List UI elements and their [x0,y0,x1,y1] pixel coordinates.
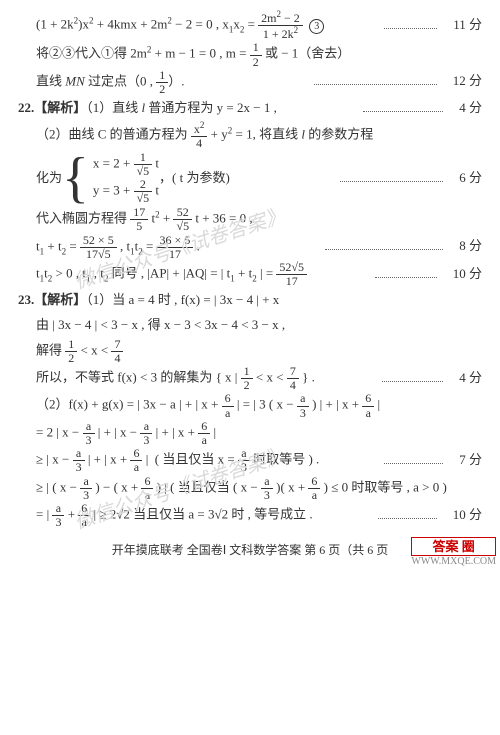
brace-suffix: ，( t 为参数) [159,166,230,191]
line-content: = 2 | x − a3 | + | x − a3 | + | x + 6a | [18,420,482,447]
solution-line: 将②③代入①得 2m2 + m − 1 = 0 , m = 12 或 − 1（舍… [18,41,482,68]
solution-line: 直线 MN 过定点（0 , 12）. 12 分 [18,69,482,96]
leader-dots [384,27,437,29]
score-label: 10 分 [453,262,482,287]
line-content: t1 + t2 = 52 × 517√5 , t1t2 = 36 × 517 . [18,234,319,261]
solution-line: 解得 12 < x < 74 [18,338,482,365]
brace-row: y = 3 + 2√5 t [93,178,159,205]
left-brace: { [62,150,93,206]
brace-prefix: 化为 [36,166,62,191]
score-label: 7 分 [459,448,482,473]
score-label: 12 分 [453,69,482,94]
line-content: ≥ | ( x − a3 ) − ( x + 6a ) | ( 当且仅当 ( x… [18,475,482,502]
score-label: 10 分 [453,503,482,528]
solution-line: ≥ | ( x − a3 ) − ( x + 6a ) | ( 当且仅当 ( x… [18,475,482,502]
line-content: 22.【解析】（1）直线 l 普通方程为 y = 2x − 1 , [18,96,357,121]
solution-line: = | a3 + 6a | ≥ 2√2 当且仅当 a = 3√2 时 , 等号成… [18,502,482,529]
score-label: 4 分 [459,96,482,121]
line-content: 由 | 3x − 4 | < 3 − x , 得 x − 3 < 3x − 4 … [18,313,482,338]
solution-line: 由 | 3x − 4 | < 3 − x , 得 x − 3 < 3x − 4 … [18,313,482,338]
stamp-title: 答案 圈 [411,537,496,557]
line-content: 所以，不等式 f(x) < 3 的解集为 { x | 12 < x < 74 }… [18,365,376,392]
solution-line: ≥ | x − a3 | + | x + 6a | ( 当且仅当 x = a3 … [18,447,482,474]
solution-line: 所以，不等式 f(x) < 3 的解集为 { x | 12 < x < 74 }… [18,365,482,392]
answer-stamp: 答案 圈 WWW.MXQE.COM [411,537,496,569]
leader-dots [384,462,443,464]
line-content: （2）曲线 C 的普通方程为 x24 + y2 = 1, 将直线 l 的参数方程 [18,121,482,150]
line-content: (1 + 2k2)x2 + 4kmx + 2m2 − 2 = 0 , x1x2 … [18,10,378,41]
line-content: 代入椭圆方程得 175 t2 + 52√5 t + 36 = 0 , [18,206,482,233]
solution-line: t1 + t2 = 52 × 517√5 , t1t2 = 36 × 517 .… [18,234,482,261]
leader-dots [314,83,437,85]
line-content: ≥ | x − a3 | + | x + 6a | ( 当且仅当 x = a3 … [18,447,378,474]
solution-body: (1 + 2k2)x2 + 4kmx + 2m2 − 2 = 0 , x1x2 … [18,10,482,529]
line-content: 23.【解析】（1）当 a = 4 时 , f(x) = | 3x − 4 | … [18,288,482,313]
brace-row: x = 2 + 1√5 t [93,151,159,178]
leader-dots [375,276,437,278]
leader-dots [382,380,443,382]
line-content: 解得 12 < x < 74 [18,338,482,365]
leader-dots [325,248,444,250]
line-content: 化为{x = 2 + 1√5 ty = 3 + 2√5 t，( t 为参数) [18,150,334,206]
leader-dots [340,180,444,182]
line-content: 将②③代入①得 2m2 + m − 1 = 0 , m = 12 或 − 1（舍… [18,41,482,68]
exam-page: 微信公众号《试卷答案》 微信公众号《试卷答案》 (1 + 2k2)x2 + 4k… [0,0,500,572]
leader-dots [363,110,443,112]
stamp-url: WWW.MXQE.COM [411,556,496,568]
line-content: 直线 MN 过定点（0 , 12）. [18,69,308,96]
solution-line: 23.【解析】（1）当 a = 4 时 , f(x) = | 3x − 4 | … [18,288,482,313]
leader-dots [378,517,437,519]
brace-body: x = 2 + 1√5 ty = 3 + 2√5 t [93,151,159,206]
solution-line: （2）f(x) + g(x) = | 3x − a | + | x + 6a |… [18,392,482,419]
solution-line: 代入椭圆方程得 175 t2 + 52√5 t + 36 = 0 , [18,206,482,233]
score-label: 4 分 [459,366,482,391]
solution-line: 化为{x = 2 + 1√5 ty = 3 + 2√5 t，( t 为参数) 6 … [18,150,482,206]
line-content: （2）f(x) + g(x) = | 3x − a | + | x + 6a |… [18,392,482,419]
line-content: = | a3 + 6a | ≥ 2√2 当且仅当 a = 3√2 时 , 等号成… [18,502,372,529]
solution-line: 22.【解析】（1）直线 l 普通方程为 y = 2x − 1 , 4 分 [18,96,482,121]
score-label: 6 分 [459,166,482,191]
score-label: 8 分 [459,234,482,259]
line-content: t1t2 > 0 , t1 , t2 同号 , |AP| + |AQ| = | … [18,261,369,288]
solution-line: = 2 | x − a3 | + | x − a3 | + | x + 6a | [18,420,482,447]
solution-line: （2）曲线 C 的普通方程为 x24 + y2 = 1, 将直线 l 的参数方程 [18,121,482,150]
solution-line: t1t2 > 0 , t1 , t2 同号 , |AP| + |AQ| = | … [18,261,482,288]
score-label: 11 分 [453,13,482,38]
solution-line: (1 + 2k2)x2 + 4kmx + 2m2 − 2 = 0 , x1x2 … [18,10,482,41]
